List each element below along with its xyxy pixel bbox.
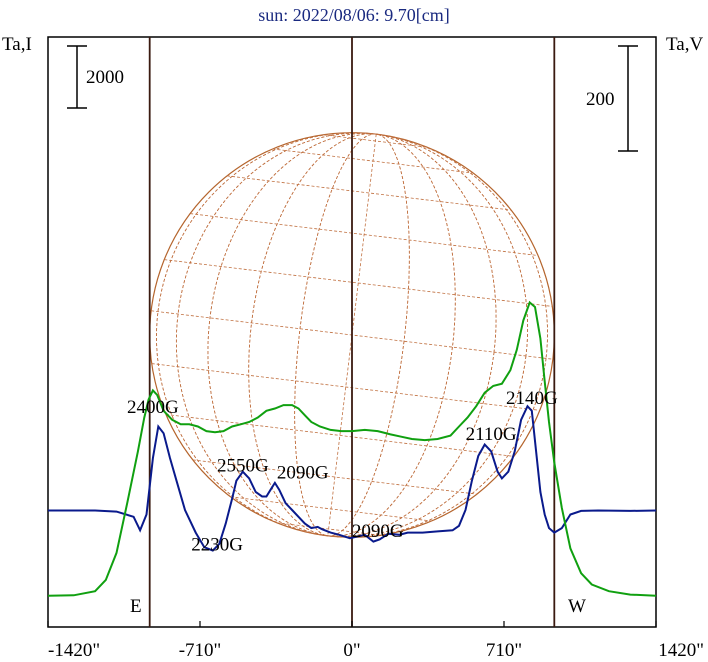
annotation-label: 2110G [466,424,517,445]
annotations-group: 2400G 2230G 2550G 2090G 2090G 2110G 2140G [127,388,558,556]
right-axis-label: Ta,V [666,34,703,55]
meridian-line [248,133,456,537]
x-tick-label: 1420" [658,640,704,661]
meridian-line [207,133,497,537]
annotation-label: 2090G [277,462,329,483]
disk-grid [151,132,553,538]
chart-title: sun: 2022/08/06: 9.70[cm] [258,5,450,25]
left-scale-value: 2000 [86,67,124,88]
annotation-label: 2230G [191,535,243,556]
latitude-line [165,414,514,457]
series-line-blue [48,404,657,552]
x-tick-label: -1420" [48,640,100,661]
east-limb-label: E [130,596,142,617]
latitude-line [192,459,477,495]
annotation-label: 2400G [127,397,179,418]
latitude-line [164,259,553,307]
solar-disk-grid [149,132,555,538]
latitude-line [151,363,540,411]
left-axis-label: Ta,I [2,34,32,55]
annotation-label: 2140G [506,388,558,409]
x-tick-label: 710" [486,640,522,661]
series-group [47,300,657,597]
x-ticks: -1420" -710" 0" 710" 1420" [47,621,704,661]
x-tick-label: -710" [179,640,222,661]
annotation-label: 2090G [352,521,404,542]
right-scale-value: 200 [586,89,615,110]
meridian-line [156,132,548,538]
x-tick-label: 0" [343,640,360,661]
annotation-label: 2550G [217,456,269,477]
series-line-green [47,300,657,597]
limb-lines [148,37,556,627]
left-scale-bar: 2000 [67,45,124,109]
west-limb-label: W [568,596,586,617]
latitude-line [227,175,512,211]
right-scale-bar: 200 [586,45,638,152]
